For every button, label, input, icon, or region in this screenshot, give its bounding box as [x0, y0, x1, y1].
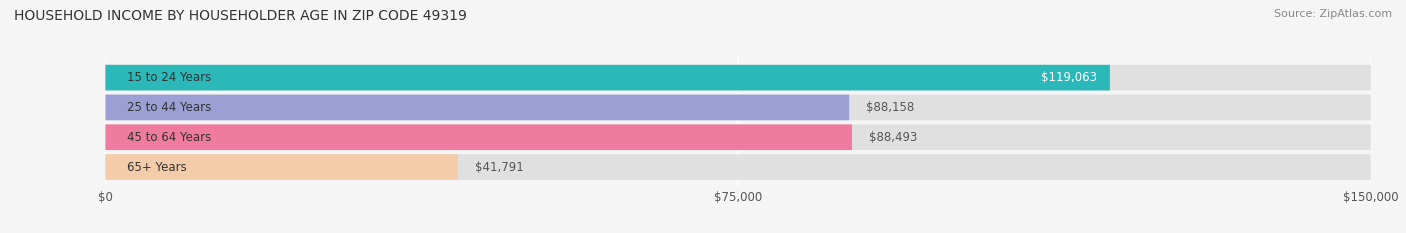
Text: HOUSEHOLD INCOME BY HOUSEHOLDER AGE IN ZIP CODE 49319: HOUSEHOLD INCOME BY HOUSEHOLDER AGE IN Z…	[14, 9, 467, 23]
Text: 65+ Years: 65+ Years	[127, 161, 186, 174]
Text: 15 to 24 Years: 15 to 24 Years	[127, 71, 211, 84]
Text: $88,158: $88,158	[866, 101, 914, 114]
FancyBboxPatch shape	[105, 95, 1371, 120]
Text: $119,063: $119,063	[1042, 71, 1097, 84]
FancyBboxPatch shape	[105, 154, 458, 180]
Text: 45 to 64 Years: 45 to 64 Years	[127, 131, 211, 144]
FancyBboxPatch shape	[105, 65, 1109, 90]
FancyBboxPatch shape	[105, 154, 1371, 180]
FancyBboxPatch shape	[105, 124, 852, 150]
Text: 25 to 44 Years: 25 to 44 Years	[127, 101, 211, 114]
FancyBboxPatch shape	[105, 124, 1371, 150]
FancyBboxPatch shape	[105, 95, 849, 120]
FancyBboxPatch shape	[105, 65, 1371, 90]
Text: $88,493: $88,493	[869, 131, 917, 144]
Text: Source: ZipAtlas.com: Source: ZipAtlas.com	[1274, 9, 1392, 19]
Text: $41,791: $41,791	[475, 161, 523, 174]
